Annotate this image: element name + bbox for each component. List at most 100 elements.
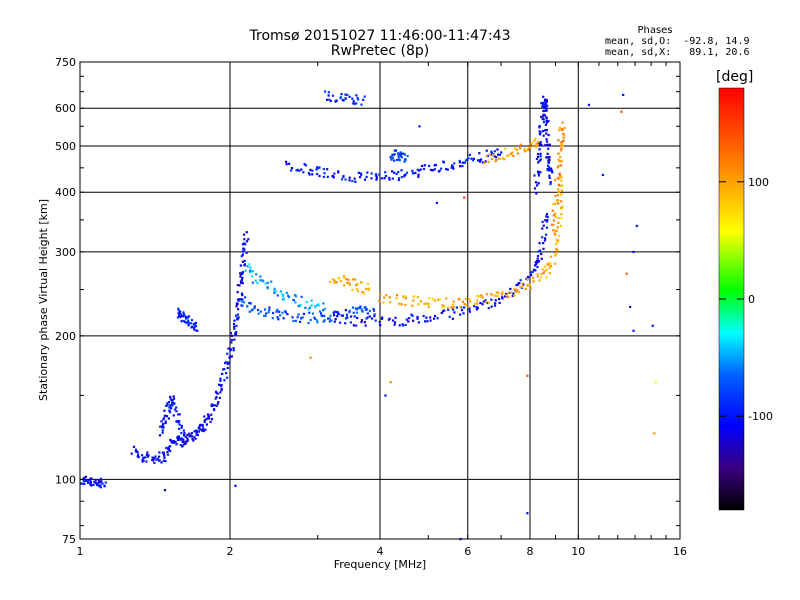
data-point — [253, 305, 256, 308]
data-point — [542, 272, 545, 275]
data-point — [355, 283, 358, 287]
data-point — [389, 155, 392, 159]
data-point — [509, 287, 512, 291]
data-point — [560, 141, 563, 144]
data-point — [549, 182, 552, 186]
data-point — [318, 310, 322, 313]
data-point — [445, 297, 448, 300]
data-point — [515, 290, 518, 293]
data-point — [236, 298, 240, 301]
data-point — [411, 169, 414, 172]
data-point — [526, 512, 529, 515]
data-point — [184, 317, 188, 320]
data-point — [163, 454, 166, 457]
data-point — [187, 319, 190, 322]
colorbar-title: [deg] — [716, 69, 754, 85]
data-point — [266, 286, 269, 289]
data-point — [356, 283, 359, 286]
data-point — [495, 291, 498, 294]
data-point — [329, 314, 332, 317]
data-point — [359, 172, 363, 175]
data-point — [360, 281, 363, 284]
data-point — [379, 293, 382, 296]
data-point — [446, 168, 449, 171]
data-point — [222, 368, 225, 371]
data-point — [199, 423, 202, 427]
data-point — [179, 313, 183, 316]
data-point — [365, 317, 368, 320]
data-point — [297, 313, 300, 316]
data-point — [479, 158, 483, 161]
data-point — [560, 184, 564, 187]
data-point — [537, 250, 540, 253]
data-point — [287, 294, 290, 297]
data-point — [334, 318, 337, 321]
data-point — [368, 309, 371, 313]
data-point — [163, 456, 166, 459]
data-point — [545, 213, 549, 216]
data-point — [458, 165, 462, 168]
data-point — [501, 291, 504, 294]
data-point — [468, 300, 472, 303]
data-point — [539, 152, 542, 155]
data-point — [154, 455, 157, 458]
data-point — [326, 175, 329, 178]
data-point — [452, 300, 455, 303]
data-point — [257, 312, 260, 315]
data-point — [490, 293, 493, 296]
colorbar-tick-label: 100 — [748, 176, 769, 189]
data-point — [536, 273, 539, 276]
data-point — [391, 319, 395, 322]
data-point — [166, 450, 169, 454]
data-point — [146, 451, 149, 454]
data-point — [322, 175, 325, 179]
data-point — [361, 291, 364, 294]
data-point — [549, 262, 552, 265]
data-point — [241, 276, 244, 280]
data-point — [183, 432, 186, 435]
y-tick-label: 75 — [62, 533, 76, 546]
data-point — [522, 283, 525, 286]
data-point — [378, 173, 381, 176]
data-point — [197, 430, 200, 433]
data-point — [434, 163, 437, 167]
data-point — [97, 478, 100, 482]
data-point — [219, 391, 222, 394]
data-point — [357, 306, 360, 309]
data-point — [546, 152, 549, 155]
data-point — [543, 114, 546, 117]
data-point — [440, 167, 443, 170]
data-point — [354, 180, 357, 183]
data-point — [165, 415, 169, 418]
data-point — [337, 171, 340, 174]
data-point — [308, 311, 311, 314]
data-point — [455, 306, 459, 309]
data-point — [529, 287, 532, 290]
data-point — [180, 437, 183, 440]
data-point — [273, 289, 276, 292]
data-point — [172, 397, 176, 400]
data-point — [344, 93, 347, 96]
data-point — [442, 306, 445, 309]
data-point — [416, 315, 419, 319]
data-point — [459, 305, 462, 309]
data-point — [540, 102, 543, 105]
data-point — [87, 481, 90, 485]
data-point — [476, 294, 479, 298]
data-point — [182, 319, 186, 323]
data-point — [452, 167, 455, 170]
data-point — [560, 216, 563, 219]
data-point — [89, 479, 92, 482]
data-point — [512, 292, 515, 295]
data-point — [538, 133, 542, 136]
data-point — [221, 372, 224, 376]
data-point — [545, 100, 548, 103]
data-point — [168, 411, 172, 414]
data-point — [473, 304, 476, 308]
data-point — [336, 311, 339, 314]
data-point — [363, 95, 366, 98]
data-point — [490, 157, 493, 161]
data-point — [554, 243, 558, 246]
data-point — [220, 387, 223, 390]
data-point — [384, 174, 388, 178]
